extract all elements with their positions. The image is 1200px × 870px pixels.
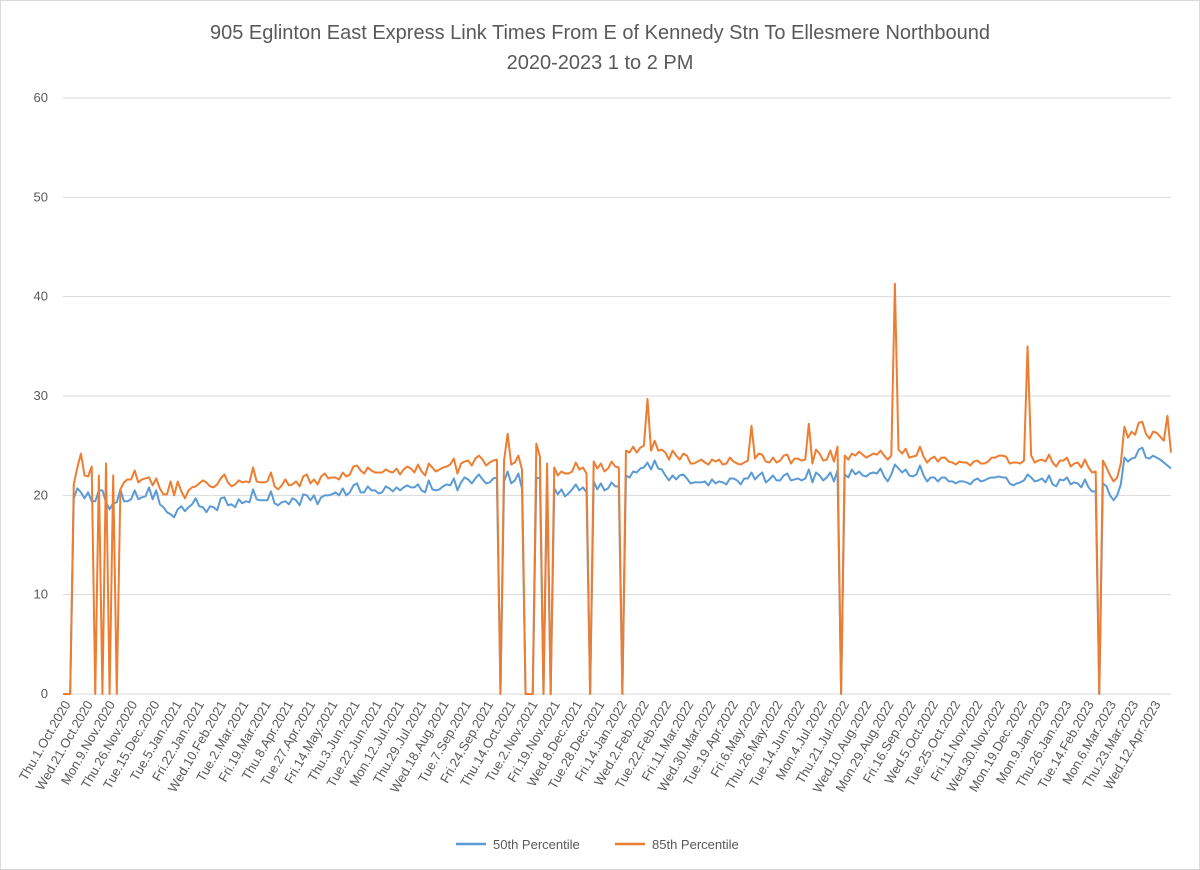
y-tick-label: 10 <box>34 587 48 602</box>
chart-title: 905 Eglinton East Express Link Times Fro… <box>210 22 990 44</box>
x-axis-ticks: Thu.1.Oct.2020Wed.21.Oct.2020Mon.9.Nov.2… <box>16 698 1164 795</box>
y-tick-label: 60 <box>34 90 48 105</box>
legend-label: 85th Percentile <box>652 837 739 852</box>
chart-subtitle: 2020-2023 1 to 2 PM <box>507 52 694 74</box>
y-tick-label: 30 <box>34 388 48 403</box>
y-tick-label: 40 <box>34 289 48 304</box>
series-line-85th-percentile <box>63 282 1172 695</box>
series-lines <box>63 282 1172 695</box>
y-tick-label: 20 <box>34 487 48 502</box>
gridlines <box>63 97 1171 695</box>
y-tick-label: 0 <box>41 686 48 701</box>
y-tick-label: 50 <box>34 189 48 204</box>
legend: 50th Percentile 85th Percentile <box>456 837 739 852</box>
y-axis-ticks: 0 10 20 30 40 50 60 <box>34 90 48 701</box>
series-line-50th-percentile <box>63 446 1172 695</box>
legend-label: 50th Percentile <box>493 837 580 852</box>
